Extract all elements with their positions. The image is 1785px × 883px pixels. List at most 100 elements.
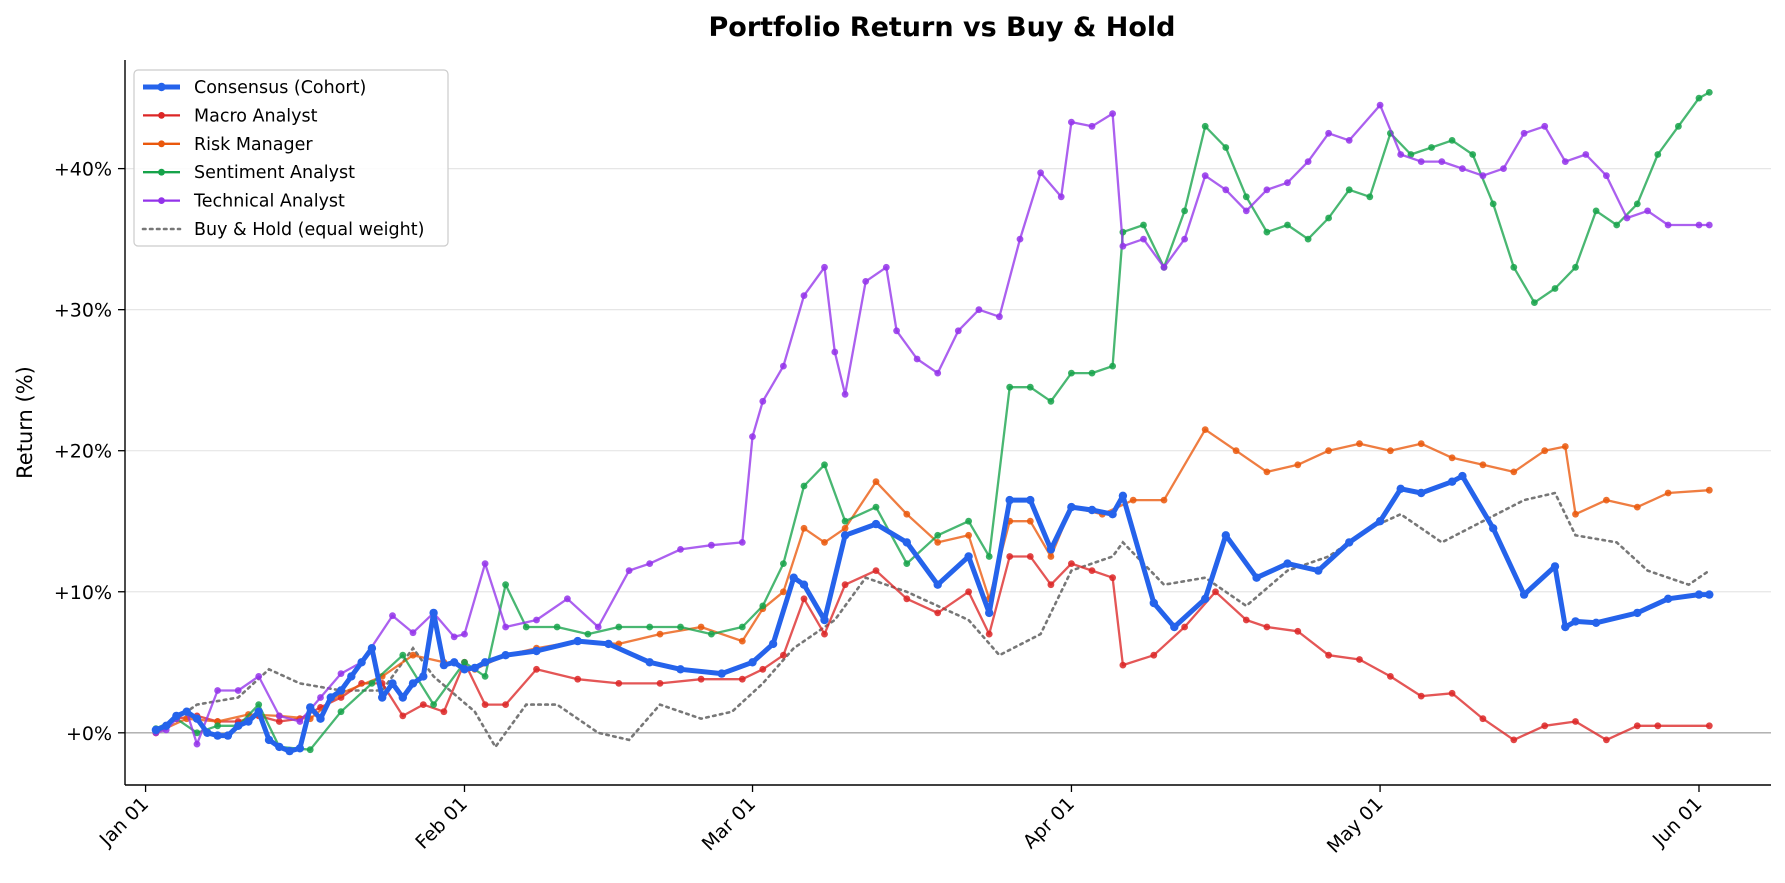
data-point <box>1263 468 1271 476</box>
data-point <box>964 552 973 561</box>
legend-label: Macro Analyst <box>194 106 318 126</box>
data-point <box>1252 573 1261 582</box>
data-point <box>1088 567 1096 574</box>
data-point <box>1263 228 1271 236</box>
data-point <box>409 651 417 659</box>
data-point <box>975 306 983 314</box>
data-point <box>656 630 664 638</box>
data-point <box>1603 172 1610 180</box>
series-group <box>151 89 1714 756</box>
data-point <box>902 538 911 547</box>
data-point <box>357 658 366 667</box>
data-point <box>985 630 993 638</box>
data-point <box>1345 137 1353 144</box>
data-point <box>203 728 212 737</box>
data-point <box>780 588 787 596</box>
data-point <box>1129 496 1137 504</box>
legend-label: Consensus (Cohort) <box>194 78 366 98</box>
data-point <box>1705 221 1713 229</box>
data-point <box>820 615 829 625</box>
series-0 <box>151 471 1714 756</box>
data-point <box>368 680 376 687</box>
data-point <box>213 731 222 740</box>
data-point <box>502 581 509 589</box>
data-point <box>553 623 561 631</box>
data-point <box>1603 736 1610 744</box>
data-point <box>1026 553 1034 560</box>
legend-marker <box>158 112 165 119</box>
data-point <box>1459 165 1466 173</box>
data-point <box>1592 207 1600 215</box>
data-point <box>367 644 377 653</box>
data-point <box>1387 447 1394 455</box>
data-point <box>1016 235 1024 243</box>
data-point <box>872 478 880 486</box>
data-point <box>954 327 962 335</box>
data-point <box>1417 692 1425 700</box>
data-point <box>1140 235 1147 243</box>
data-point <box>192 714 202 723</box>
data-point <box>1314 566 1323 575</box>
data-point <box>1047 553 1055 560</box>
data-point <box>244 717 253 726</box>
data-point <box>841 390 849 398</box>
legend-label: Buy & Hold (equal weight) <box>194 220 424 240</box>
data-point <box>677 623 684 631</box>
data-point <box>264 735 274 745</box>
data-point <box>800 524 808 532</box>
data-point <box>1087 505 1097 515</box>
data-point <box>1284 179 1291 187</box>
x-tick-label: May 01 <box>1323 793 1388 858</box>
data-point <box>306 746 314 754</box>
data-point <box>1510 468 1518 476</box>
data-point <box>1325 214 1332 222</box>
data-point <box>295 744 305 753</box>
data-point <box>1705 89 1713 96</box>
data-point <box>1417 158 1425 166</box>
data-point <box>584 630 592 638</box>
data-point <box>780 362 787 370</box>
legend-marker <box>158 197 165 205</box>
data-point <box>1489 524 1498 533</box>
data-point <box>1325 447 1332 455</box>
data-point <box>234 687 242 694</box>
data-point <box>800 595 808 603</box>
data-point <box>1663 594 1673 603</box>
data-point <box>1118 491 1128 500</box>
data-point <box>934 539 942 546</box>
data-point <box>532 646 541 656</box>
data-point <box>821 263 828 271</box>
data-point <box>780 560 787 567</box>
data-point <box>1571 617 1580 626</box>
legend-item: Macro Analyst <box>143 106 318 126</box>
data-point <box>1160 263 1168 271</box>
data-point <box>1201 122 1209 130</box>
data-point <box>1633 503 1641 511</box>
data-point <box>1469 151 1477 158</box>
y-tick-label: +30% <box>54 300 112 322</box>
data-point <box>1242 207 1250 215</box>
data-point <box>933 580 942 589</box>
data-point <box>1006 553 1014 560</box>
data-point <box>533 665 540 673</box>
y-axis-label: Return (%) <box>13 366 37 479</box>
data-point <box>398 693 407 702</box>
data-point <box>1181 623 1188 631</box>
data-point <box>821 461 828 469</box>
data-point <box>1561 158 1569 166</box>
data-point <box>1551 285 1559 292</box>
chart-title: Portfolio Return vs Buy & Hold <box>708 12 1175 43</box>
data-point <box>1695 94 1703 102</box>
data-point <box>1644 207 1651 215</box>
data-point <box>399 651 407 659</box>
data-point <box>223 731 233 740</box>
data-point <box>1572 263 1579 271</box>
data-point <box>615 680 623 687</box>
data-point <box>193 729 201 737</box>
data-point <box>255 701 263 708</box>
data-point <box>1397 151 1405 158</box>
data-point <box>985 608 994 618</box>
data-point <box>1705 722 1713 730</box>
data-point <box>1140 221 1147 229</box>
